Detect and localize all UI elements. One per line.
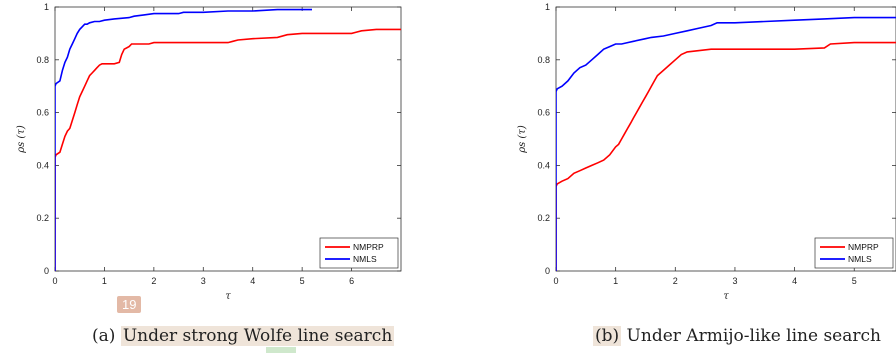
chart-a: 0 1 2 3 4 5 6 0 0.2 0.4 0.6 0.8 1 τ ρs (τ) NMPRP NMLS [16,2,402,302]
x-tick-label: 4 [250,276,255,286]
y-tick-label: 0.6 [36,108,49,118]
caption-a: (a) Under strong Wolfe line search [92,326,395,346]
plot-frame [54,6,402,272]
x-tick-label: 5 [300,276,305,286]
x-tick-label: 0 [52,276,57,286]
x-tick-label: 2 [151,276,156,286]
legend-label-nmprp: NMPRP [848,242,879,252]
x-tick-label: 0 [553,276,558,286]
x-tick-label: 1 [613,276,618,286]
y-tick-label: 0 [44,266,49,276]
x-tick-label: 5 [852,276,857,286]
legend-label-nmprp: NMPRP [353,242,384,252]
green-highlight-mark [266,347,296,353]
x-tick-label: 3 [732,276,737,286]
x-tick-label: 1 [102,276,107,286]
series-line-nmls [556,16,896,271]
plot-frame [555,6,896,272]
y-tick-label: 0.8 [537,55,550,65]
y-tick-label: 0.4 [36,160,49,170]
y-tick-label: 0.2 [36,213,49,223]
x-axis-label: τ [723,291,729,302]
caption-a-prefix: (a) [92,326,121,346]
legend-box [319,237,399,269]
x-tick-label: 6 [349,276,354,286]
series-line-nmls [55,8,312,271]
legend-label-nmls: NMLS [848,254,872,264]
y-tick-label: 1 [44,2,49,12]
x-tick-label: 3 [201,276,206,286]
y-tick-label: 0 [545,266,550,276]
caption-b-prefix: (b) [593,326,622,346]
y-tick-label: 0.4 [537,160,550,170]
x-tick-label: 4 [792,276,797,286]
y-tick-label: 0.2 [537,213,550,223]
series-line-nmprp [55,28,401,271]
y-tick-label: 0.8 [36,55,49,65]
y-tick-label: 1 [545,2,550,12]
page-badge: 19 [117,296,142,313]
chart-b: 0 1 2 3 4 5 0 0.2 0.4 0.6 0.8 1 τ ρs (τ) NMPRP NMLS [517,2,896,302]
y-axis-label: ρs (τ) [16,125,27,154]
y-axis-label: ρs (τ) [517,125,528,154]
legend-box [814,237,894,269]
x-tick-label: 2 [673,276,678,286]
legend-label-nmls: NMLS [353,254,377,264]
x-axis-label: τ [225,291,231,302]
caption-b-highlight: Under Armijo-like line search [621,326,881,346]
series-line-nmprp [556,41,896,271]
y-tick-label: 0.6 [537,108,550,118]
caption-b: (b) Under Armijo-like line search [593,326,881,346]
caption-a-highlight: Under strong Wolfe line search [120,326,395,346]
